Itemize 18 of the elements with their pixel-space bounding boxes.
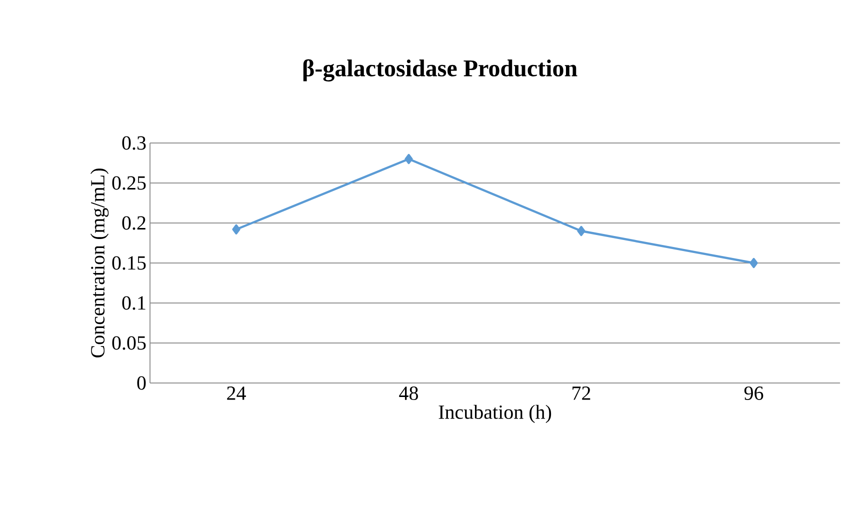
point (750, 258, 758, 268)
y-tick-label: 0.2 (122, 216, 146, 230)
y-tick-label: 0.15 (112, 256, 146, 270)
chart-title: β-galactosidase Production (303, 59, 578, 82)
y-tick-label: 0.05 (112, 336, 146, 350)
x-tick-label: 96 (744, 386, 764, 400)
y-axis-title: Concentration (mg/mL) (90, 168, 109, 358)
y-tick-label: 0.1 (122, 296, 146, 310)
point (232, 224, 240, 234)
x-axis-title: Incubation (h) (438, 404, 552, 423)
y-tick-label: 0 (137, 376, 146, 390)
y-tick-label: 0.25 (112, 176, 146, 190)
x-tick-label: 48 (399, 386, 418, 400)
x-tick-label: 24 (227, 386, 246, 400)
point (577, 226, 586, 236)
point (404, 154, 413, 164)
y-tick-label: 0.3 (122, 136, 146, 150)
x-tick-label: 72 (572, 386, 590, 400)
